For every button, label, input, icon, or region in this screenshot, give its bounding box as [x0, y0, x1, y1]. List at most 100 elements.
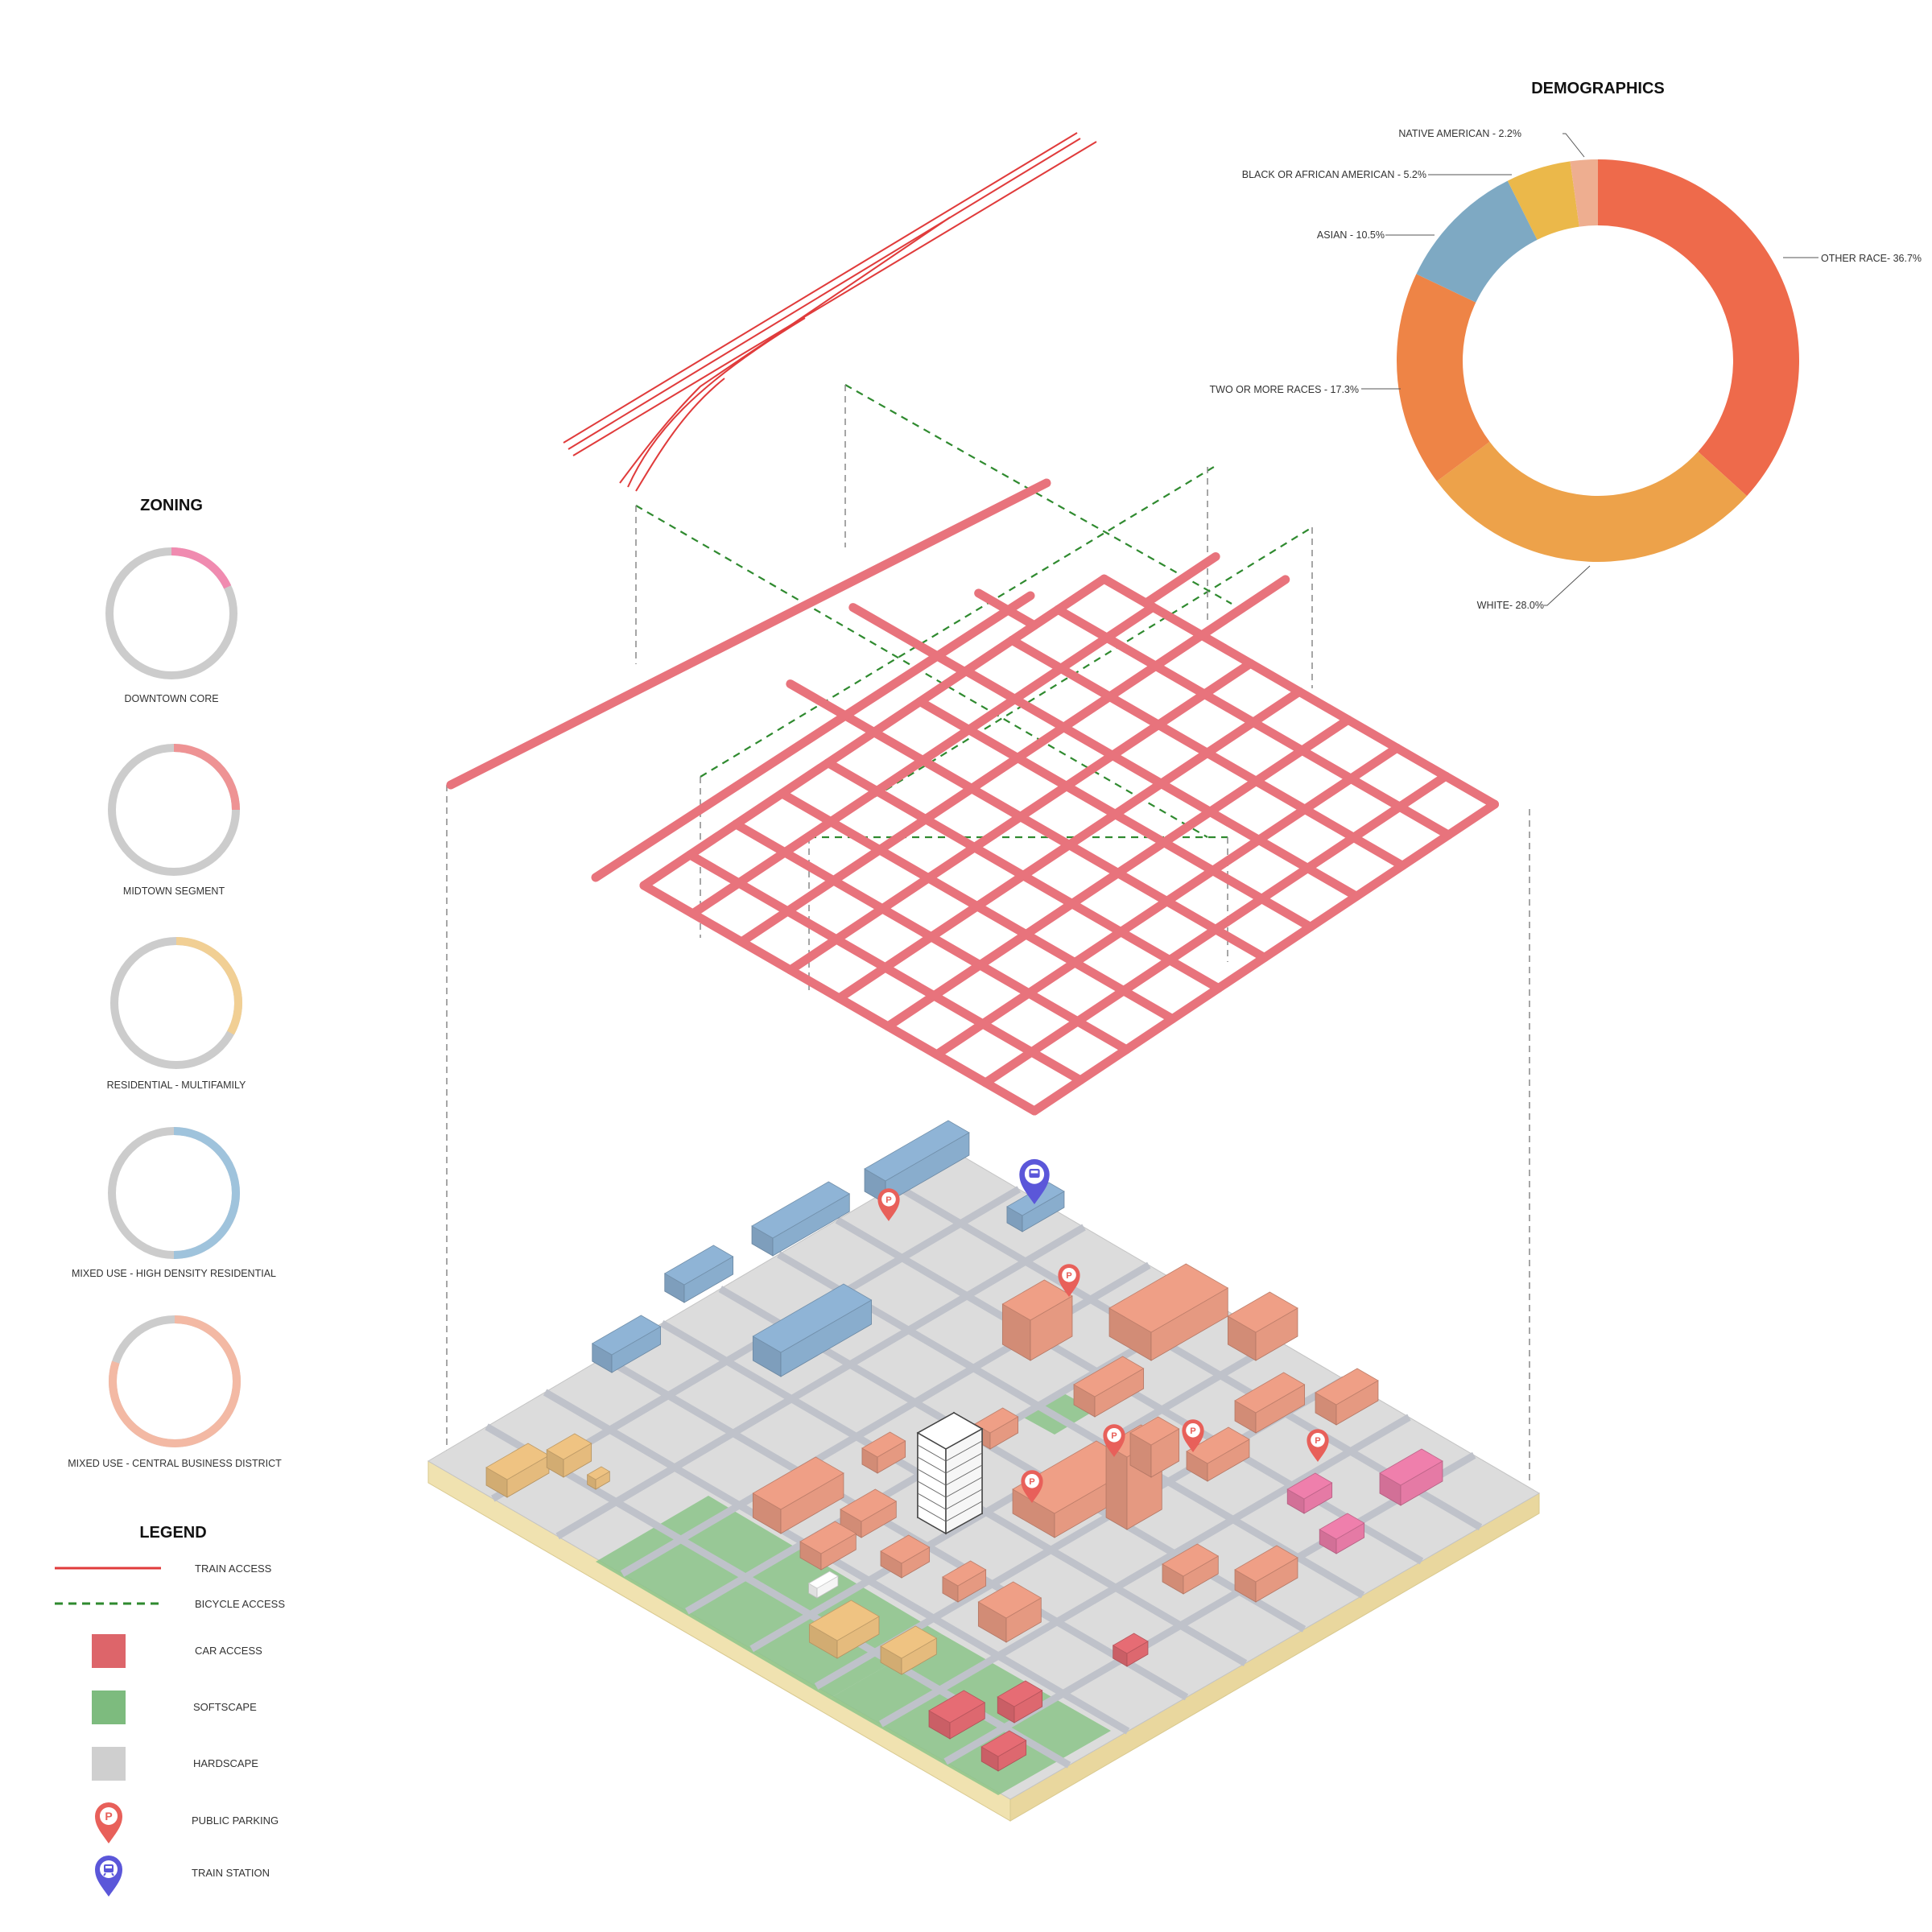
softscape-swatch-icon [92, 1690, 126, 1724]
street [777, 1251, 1365, 1599]
road-segment [777, 789, 1177, 1024]
building [1286, 1472, 1333, 1514]
building [751, 1181, 851, 1257]
parking-pin-icon: P [95, 1802, 122, 1843]
zoning-title: ZONING [140, 497, 203, 514]
donut-slice [1598, 159, 1799, 497]
street [543, 1389, 1130, 1735]
parking-pin-icon: P [877, 1188, 900, 1221]
parking-pin-icon: P [1058, 1264, 1080, 1297]
buildings [485, 1120, 1443, 1772]
road-segment [824, 758, 1224, 993]
building [942, 1560, 987, 1603]
train-station-pin-icon [1019, 1158, 1050, 1204]
road-segment [869, 728, 1269, 963]
car-swatch-icon [92, 1634, 126, 1668]
road-segment [848, 603, 969, 677]
zoning-ring: DOWNTOWN CORE [105, 547, 237, 704]
svg-text:P: P [1190, 1426, 1196, 1436]
svg-text:P: P [1315, 1436, 1321, 1446]
building [752, 1456, 844, 1534]
donut-slice-label: TWO OR MORE RACES - 17.3% [1210, 384, 1359, 395]
donut-slice-label: WHITE- 28.0% [1477, 600, 1544, 611]
svg-text:P: P [1066, 1271, 1072, 1281]
street [555, 1224, 1086, 1540]
road-segment [1007, 635, 1407, 870]
zoning-ring: MIXED USE - CENTRAL BUSINESS DISTRICT [68, 1315, 282, 1469]
donut-slice-label: OTHER RACE- 36.7% [1821, 253, 1922, 264]
leader-line [1544, 565, 1591, 606]
zoning-label: MIDTOWN SEGMENT [123, 886, 225, 897]
leader-line [1563, 133, 1585, 158]
building [1315, 1368, 1379, 1426]
donut-slice [1397, 274, 1490, 481]
building [1129, 1416, 1180, 1478]
building [997, 1680, 1043, 1724]
demographics-title: DEMOGRAPHICS [1531, 80, 1665, 97]
road-segment [1100, 574, 1500, 809]
road-segment [786, 679, 879, 737]
road-segment [731, 819, 1131, 1055]
street [601, 1354, 1189, 1701]
legend-label-train-station: TRAIN STATION [192, 1867, 270, 1879]
donut-slice [1570, 159, 1598, 227]
building [1112, 1633, 1149, 1667]
zoning-label: RESIDENTIAL - MULTIFAMILY [107, 1080, 246, 1091]
building [663, 1245, 734, 1303]
ring-arc [175, 937, 242, 1035]
zoning-ring: MIDTOWN SEGMENT [108, 744, 240, 897]
zoning-ring: MIXED USE - HIGH DENSITY RESIDENTIAL [72, 1127, 276, 1279]
road-segment [1141, 551, 1220, 608]
bicycle-access-layer [635, 384, 1313, 839]
street [894, 1182, 1483, 1531]
building [1234, 1372, 1306, 1434]
road-segment [685, 850, 1085, 1085]
ring-arc [109, 1315, 241, 1447]
road-segment [639, 881, 1039, 1116]
donut-slice-label: NATIVE AMERICAN - 2.2% [1398, 128, 1521, 139]
legend-label-bicycle-access: BICYCLE ACCESS [195, 1598, 285, 1610]
zoning-ring: RESIDENTIAL - MULTIFAMILY [107, 937, 246, 1091]
building [880, 1534, 931, 1579]
ring-arc [173, 1127, 240, 1259]
zoning-rings: DOWNTOWN CORE MIDTOWN SEGMENT RESIDENTIAL … [68, 547, 282, 1469]
ring-arc [171, 547, 232, 589]
street [879, 1414, 1411, 1728]
road-segment [591, 591, 1035, 882]
map-pins: P P P P P P [877, 1158, 1329, 1503]
building [1227, 1291, 1298, 1361]
building [1162, 1543, 1220, 1595]
legend-label-train-access: TRAIN ACCESS [195, 1563, 272, 1575]
building [808, 1600, 880, 1659]
road-segment [915, 697, 1315, 932]
svg-text:P: P [1029, 1477, 1035, 1487]
parking-pin-icon: P [1182, 1419, 1204, 1452]
building [546, 1433, 592, 1478]
building [980, 1730, 1027, 1772]
building [591, 1315, 662, 1373]
donut-slice [1507, 161, 1579, 240]
legend-title: LEGEND [139, 1524, 206, 1542]
demographics-chart: DEMOGRAPHICS OTHER RACE- 36.7% WHITE- 28.… [1210, 80, 1922, 611]
road-segment [1053, 605, 1453, 840]
demographics-labels: OTHER RACE- 36.7% WHITE- 28.0% TWO OR MORE… [1210, 128, 1922, 611]
building [1379, 1448, 1443, 1506]
road-segment [961, 666, 1361, 901]
building [880, 1625, 938, 1675]
building [861, 1431, 906, 1474]
hardscape-swatch-icon [92, 1747, 126, 1781]
parking-pin-icon: P [1103, 1424, 1125, 1457]
car-access-layer [446, 478, 1500, 1116]
train-station-pin-icon [95, 1856, 122, 1897]
donut-slice-label: BLACK OR AFRICAN AMERICAN - 5.2% [1242, 169, 1426, 180]
legend-label-hardscape: HARDSCAPE [193, 1757, 258, 1769]
donut-slice-label: ASIAN - 10.5% [1317, 229, 1385, 241]
building [485, 1443, 550, 1498]
building [807, 1571, 839, 1599]
ground-map: P P P P P P [427, 1120, 1540, 1822]
train-access-layer [563, 132, 1097, 492]
legend-panel: LEGEND TRAIN ACCESS BICYCLE ACCESS CAR A… [55, 1524, 285, 1897]
zoning-label: MIXED USE - HIGH DENSITY RESIDENTIAL [72, 1268, 276, 1279]
building [977, 1581, 1042, 1643]
parking-pin-icon: P [1307, 1429, 1329, 1462]
